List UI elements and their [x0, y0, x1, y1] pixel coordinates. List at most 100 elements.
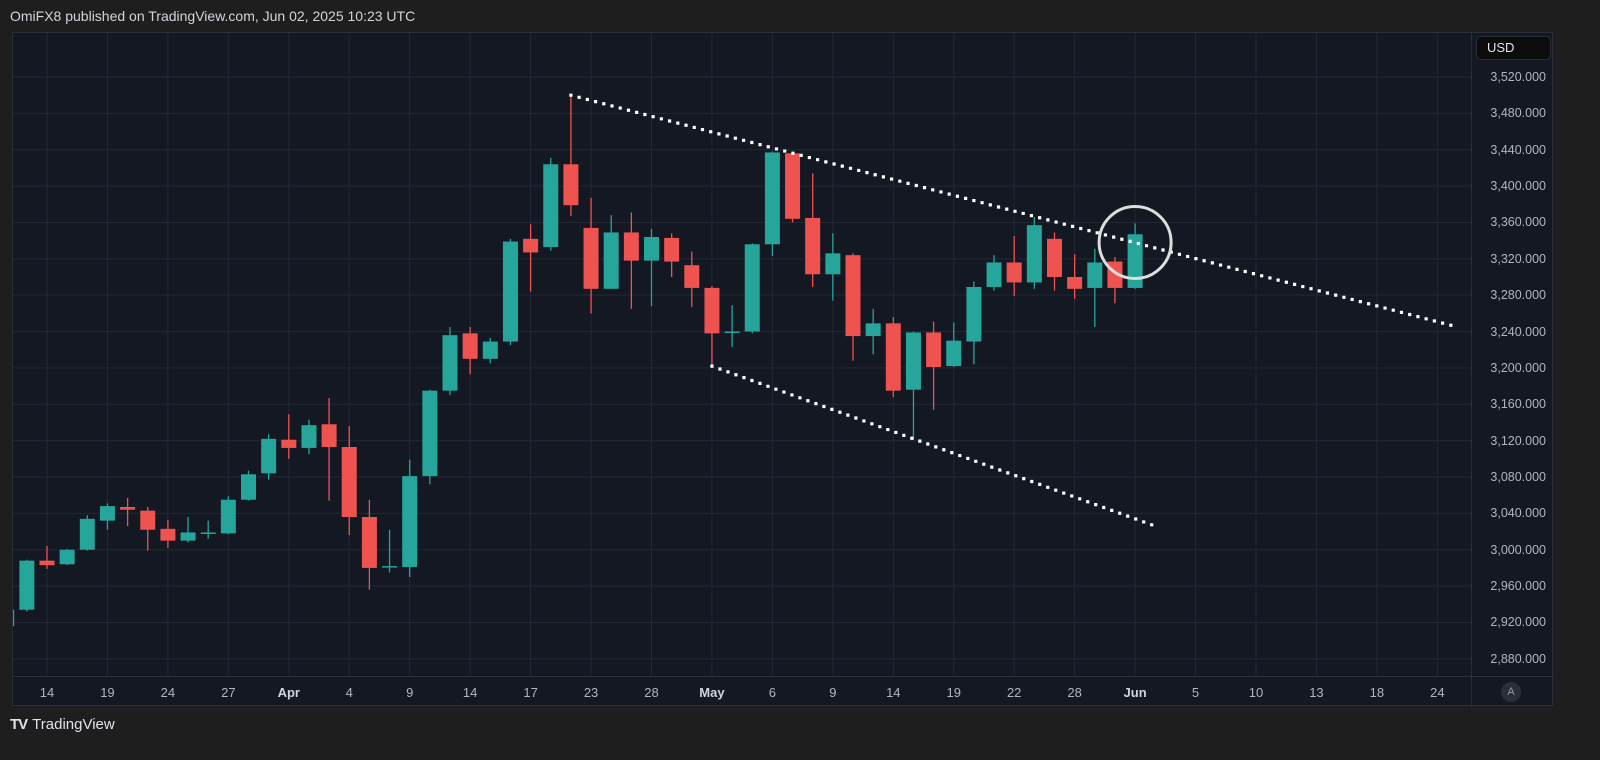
candle-body-up [220, 499, 236, 534]
candle-body-up [1026, 225, 1042, 283]
price-tick-label: 3,240.000 [1490, 324, 1546, 339]
time-tick-label: 5 [1191, 685, 1200, 700]
candle-body-up [13, 609, 15, 627]
candle-body-down [39, 560, 55, 566]
candle-body-up [180, 532, 196, 541]
annotation-circle [1097, 204, 1173, 280]
price-tick-label: 3,520.000 [1490, 70, 1546, 84]
candle-body-up [59, 549, 75, 565]
time-tick-label: 19 [946, 685, 961, 700]
price-tick-label: 3,320.000 [1490, 251, 1546, 266]
candle-body-down [805, 217, 821, 275]
price-tick-label: 2,880.000 [1490, 651, 1546, 666]
time-tick-label: Jun [1123, 685, 1147, 700]
candle-body-down [785, 153, 801, 219]
candle-body-up [422, 390, 438, 477]
candle-body-up [764, 152, 780, 245]
time-tick-label: 14 [462, 685, 478, 700]
candle-body-down [462, 333, 478, 359]
dotted-trendline [568, 93, 1460, 329]
candle-body-up [644, 237, 659, 261]
price-tick-label: 3,000.000 [1490, 542, 1546, 557]
candle-body-up [261, 438, 277, 474]
candle-body-up [744, 244, 760, 332]
candle-body-up [301, 425, 317, 448]
tradingview-logo-icon: TV [10, 716, 28, 733]
candle-body-down [140, 510, 156, 530]
candle-body-down [160, 528, 176, 541]
price-tick-label: 3,480.000 [1490, 106, 1546, 121]
time-tick-label: 4 [345, 685, 353, 700]
candle-body-down [583, 227, 599, 289]
candle-body-down [704, 287, 720, 334]
time-tick-label: 22 [1006, 685, 1022, 700]
candle-body-up [99, 506, 115, 521]
candle-body-down [361, 517, 377, 568]
price-axis[interactable]: USD 3,520.000 3,480.000 3,440.000 3,400.000… [1471, 33, 1554, 676]
candle-body-up [825, 253, 841, 275]
candle-body-down [563, 164, 579, 206]
candle-body-down [926, 332, 942, 367]
currency-button[interactable]: USD [1476, 36, 1551, 60]
candle-body-up [543, 164, 559, 247]
time-tick-label: 28 [1067, 685, 1082, 700]
candle-body-down [341, 447, 357, 517]
candlestick-chart[interactable] [13, 33, 1471, 676]
time-tick-label: 19 [100, 685, 115, 700]
time-tick-label: 18 [1369, 685, 1385, 700]
time-tick-label: 6 [768, 685, 777, 700]
time-tick-label: 23 [583, 685, 599, 700]
time-tick-label: 14 [886, 685, 901, 700]
candle-body-up [482, 341, 498, 359]
chart-panel[interactable]: USD 3,520.000 3,480.000 3,440.000 3,400.000… [12, 32, 1554, 707]
candle-body-down [281, 439, 297, 448]
candle-body-down [321, 424, 337, 447]
candle-body-up [200, 532, 216, 534]
candle-body-up [865, 323, 881, 337]
publish-info: OmiFX8 published on TradingView.com, Jun… [10, 8, 416, 24]
candle-body-up [966, 287, 982, 342]
time-tick-label: May [699, 685, 725, 700]
candle-body-up [442, 335, 458, 391]
candle-body-down [623, 232, 639, 261]
candle-body-up [382, 566, 398, 568]
auto-scale-button[interactable]: A [1501, 682, 1521, 702]
candle-body-up [502, 241, 518, 342]
price-tick-label: 3,160.000 [1490, 397, 1546, 412]
footer-brand[interactable]: TV TradingView [10, 716, 115, 733]
price-tick-label: 3,120.000 [1490, 433, 1546, 448]
time-tick-label: 17 [523, 685, 538, 700]
time-tick-label: 9 [829, 685, 837, 700]
candle-body-up [79, 518, 95, 550]
price-tick-label: 3,440.000 [1490, 142, 1546, 157]
candle-body-up [19, 560, 35, 610]
time-tick-label: 28 [644, 685, 659, 700]
time-tick-label: Apr [277, 685, 300, 700]
candle-body-down [1047, 238, 1062, 277]
candle-body-down [845, 255, 861, 337]
time-tick-label: 9 [406, 685, 414, 700]
price-tick-label: 3,360.000 [1490, 215, 1546, 230]
candle-body-up [986, 262, 1002, 287]
candle-body-down [1067, 277, 1083, 289]
time-tick-label: 13 [1309, 685, 1324, 700]
price-tick-label: 2,920.000 [1490, 615, 1546, 630]
candle-body-up [1087, 262, 1103, 288]
time-axis[interactable]: 14 19 24 27 Apr 4 9 14 17 23 28 May 6 9 14 19 22 28 Jun 5 10… [13, 676, 1471, 707]
price-tick-label: 3,400.000 [1490, 179, 1546, 194]
candle-body-up [905, 332, 921, 390]
candle-body-down [120, 507, 136, 510]
time-tick-label: 27 [221, 685, 236, 700]
time-tick-label: 24 [160, 685, 176, 700]
plot-area[interactable] [13, 33, 1471, 676]
candle-body-down [885, 323, 901, 391]
price-tick-label: 3,200.000 [1490, 360, 1546, 375]
candle-body-up [402, 476, 418, 567]
price-tick-label: 2,960.000 [1490, 579, 1546, 594]
candle-body-down [1006, 262, 1022, 283]
candle-body-up [724, 331, 740, 334]
time-tick-label: 24 [1430, 685, 1445, 700]
candle-body-down [684, 265, 700, 288]
candle-body-up [1127, 234, 1143, 288]
price-tick-label: 3,080.000 [1490, 470, 1546, 484]
